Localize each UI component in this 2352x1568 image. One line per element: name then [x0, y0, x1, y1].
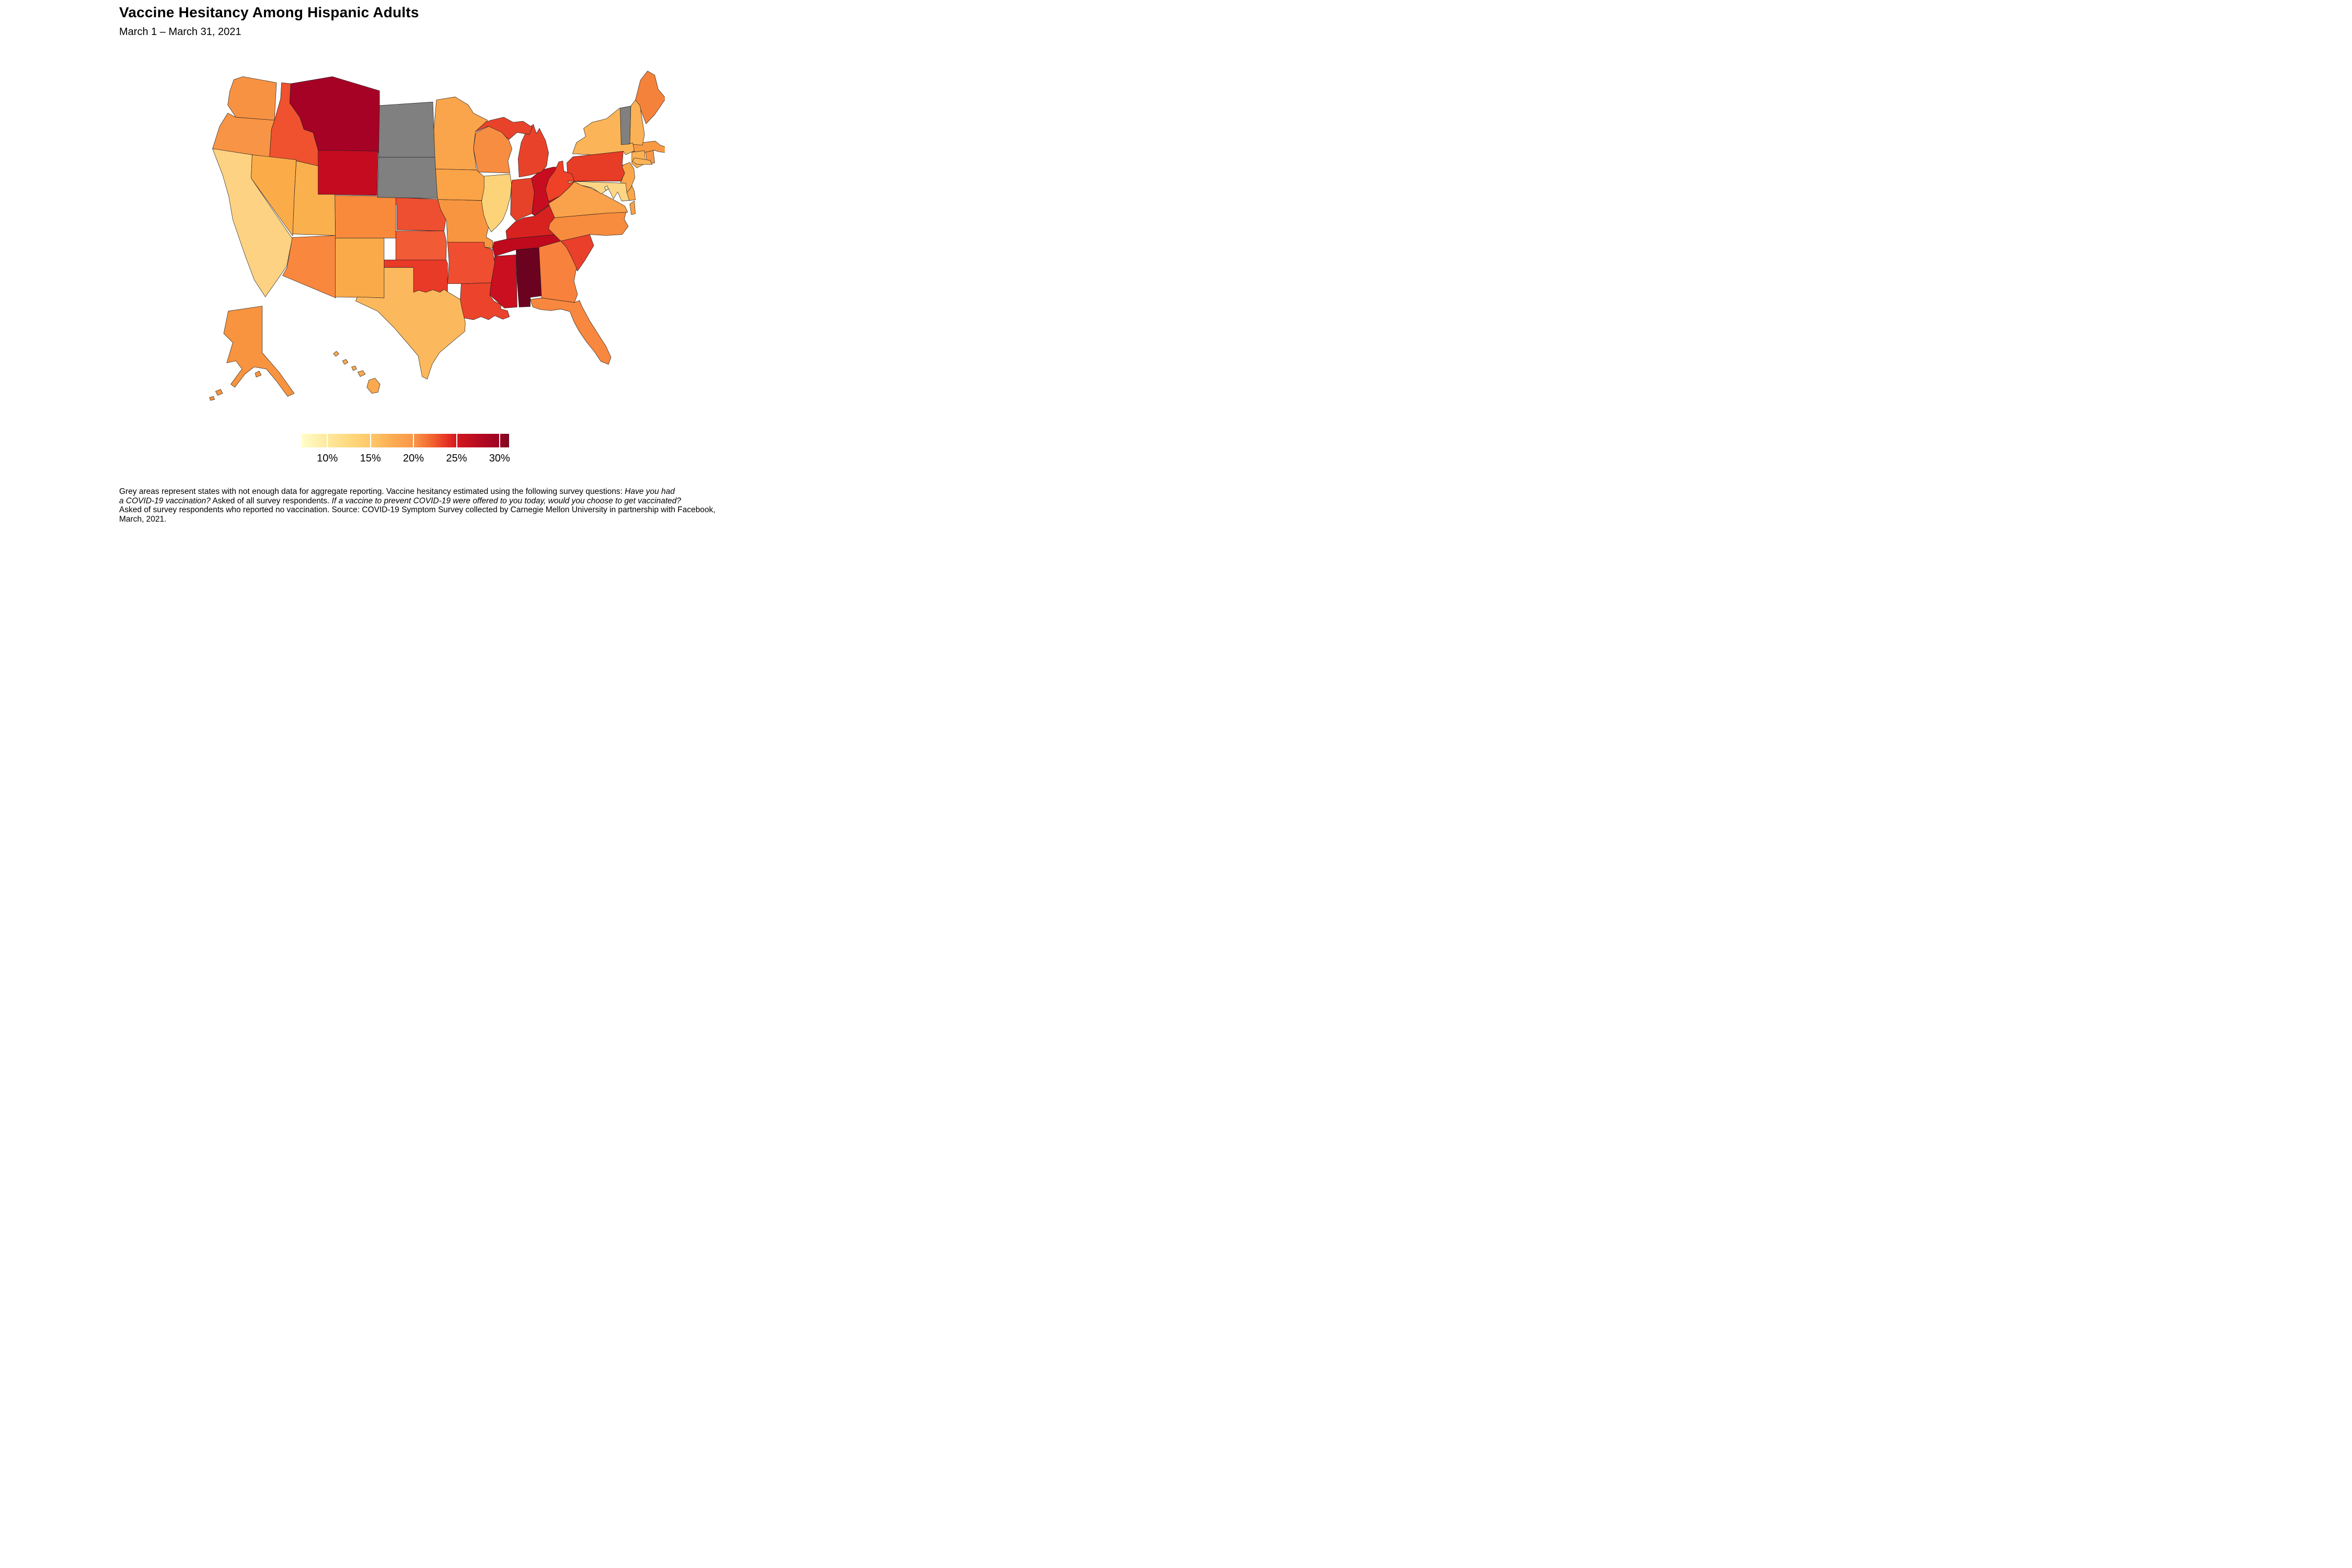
footnote-text: Grey areas represent states with not eno… [119, 487, 625, 496]
state-ar [447, 241, 495, 284]
state-vt [620, 106, 631, 145]
chart-subtitle: March 1 – March 31, 2021 [119, 26, 241, 38]
legend-tick-label: 20% [402, 453, 424, 464]
state-md [568, 181, 630, 201]
chart-title: Vaccine Hesitancy Among Hispanic Adults [119, 4, 419, 20]
state-wa [227, 76, 277, 121]
state-mi [462, 117, 549, 178]
state-or [212, 113, 275, 160]
us-map-container [205, 68, 665, 475]
legend-tick-label: 15% [360, 453, 381, 464]
footnote-text: Asked of survey respondents who reported… [119, 505, 716, 514]
state-me [635, 71, 665, 124]
state-wy [318, 150, 378, 196]
legend-tick-label: 30% [489, 453, 510, 464]
state-pa [567, 151, 626, 181]
state-al [516, 247, 542, 307]
footnote-line: Grey areas represent states with not eno… [119, 487, 782, 497]
state-nd [378, 101, 435, 158]
state-co [335, 195, 396, 238]
figure-page: Vaccine Hesitancy Among Hispanic Adults … [0, 0, 784, 523]
footnote-text: Asked of all survey respondents. [210, 496, 332, 505]
legend-tick-mark [412, 434, 414, 447]
legend-tick-mark [370, 434, 371, 447]
state-sd [377, 157, 438, 199]
footnote-italic-text: If a vaccine to prevent COVID-19 were of… [331, 496, 681, 505]
state-il [481, 174, 512, 233]
state-dc [604, 186, 609, 191]
legend-tick-mark [499, 434, 500, 447]
state-ca [212, 148, 293, 297]
state-ks [395, 230, 447, 260]
state-ny [572, 108, 653, 165]
state-ak [209, 306, 295, 401]
footnote-italic-text: a COVID-19 vaccination? [119, 496, 211, 505]
legend-tick-mark [327, 434, 328, 447]
footnote: Grey areas represent states with not eno… [119, 487, 782, 523]
state-fl [530, 297, 612, 365]
footnote-line: Asked of survey respondents who reported… [119, 505, 782, 515]
legend-tick-mark [456, 434, 457, 447]
footnote-text: March, 2021. [119, 514, 167, 523]
footnote-line: a COVID-19 vaccination? Asked of all sur… [119, 497, 782, 506]
state-in [510, 178, 535, 221]
state-ut [292, 160, 336, 236]
state-la [460, 282, 510, 320]
us-choropleth-map [209, 71, 665, 401]
legend-gradient-bar [302, 434, 509, 447]
color-legend: 10% 15% 20% 25% 30% [302, 434, 510, 470]
state-hi [333, 351, 381, 394]
state-tx [355, 267, 466, 379]
legend-tick-label: 10% [317, 453, 338, 464]
footnote-line: March, 2021. [119, 515, 782, 523]
state-ia [433, 168, 487, 201]
state-az [282, 235, 336, 298]
state-va [548, 181, 636, 218]
legend-tick-label: 25% [446, 453, 467, 464]
footnote-italic-text: Have you had [625, 487, 675, 496]
state-nm [335, 238, 385, 298]
